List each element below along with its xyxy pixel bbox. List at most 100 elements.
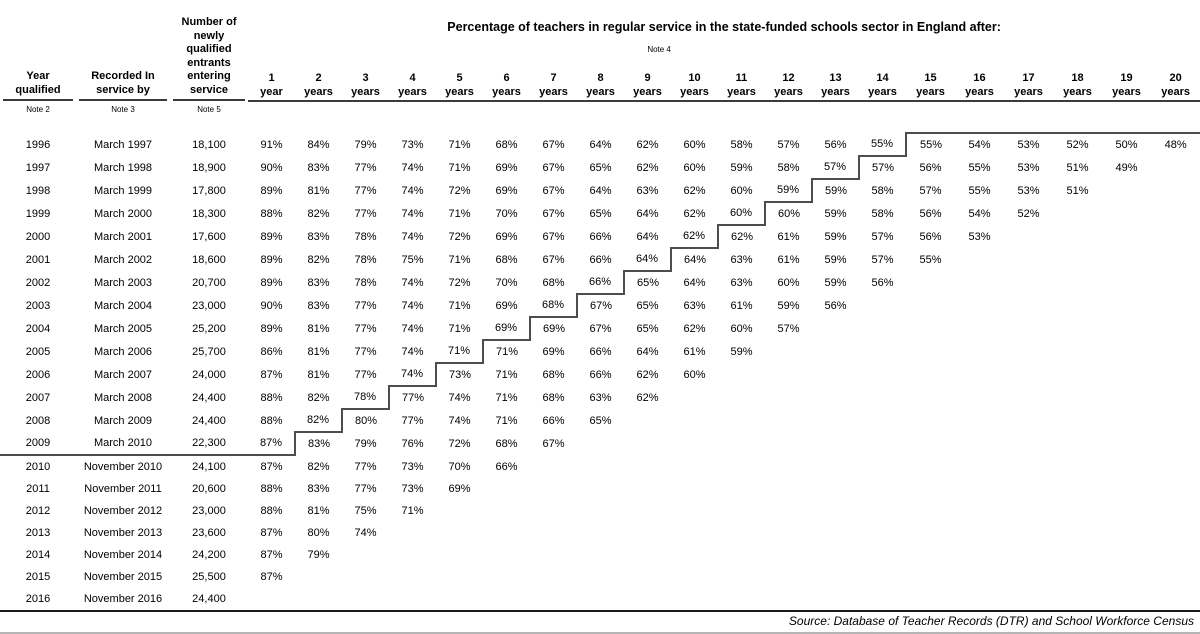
percentage-cell: 63% [730, 276, 753, 289]
percentage-cell [624, 432, 671, 455]
percentage-cell: 74% [354, 527, 377, 539]
column-header-5-years: 5 years [436, 55, 483, 102]
percentage-cell: 53% [1017, 161, 1040, 174]
recorded-in-service-cell: March 1997 [93, 138, 153, 151]
percentage-cell [1053, 386, 1102, 409]
percentage-cell: 61% [777, 253, 800, 266]
percentage-cell: 68% [495, 253, 518, 266]
percentage-cell: 66% [589, 368, 612, 381]
percentage-cell [906, 294, 955, 317]
percentage-cell [1102, 455, 1151, 478]
percentage-cell: 77% [354, 161, 377, 174]
percentage-cell [718, 386, 765, 409]
percentage-cell: 69% [495, 184, 518, 197]
percentage-cell: 89% [260, 276, 283, 289]
percentage-cell: 56% [919, 207, 942, 220]
percentage-cell [1151, 225, 1200, 248]
percentage-cell: 71% [448, 207, 471, 220]
percentage-cell: 74% [400, 368, 424, 380]
percentage-cell [436, 500, 483, 522]
footer-bar: Source: Database of Teacher Records (DTR… [0, 612, 1200, 634]
percentage-cell: 78% [354, 230, 377, 243]
percentage-cell: 88% [260, 483, 283, 495]
percentage-cell [812, 363, 859, 386]
percentage-cell [671, 500, 718, 522]
percentage-cell [1151, 363, 1200, 386]
percentage-cell: 74% [401, 184, 424, 197]
percentage-cell: 77% [354, 345, 377, 358]
percentage-cell [812, 478, 859, 500]
percentage-cell: 88% [260, 391, 283, 404]
year-qualified-cell: 2001 [25, 253, 51, 266]
percentage-cell: 60% [764, 201, 812, 225]
percentage-cell [389, 588, 436, 611]
percentage-cell: 89% [260, 230, 283, 243]
percentage-cell: 73% [401, 460, 424, 473]
percentage-cell [1004, 522, 1053, 544]
percentage-cell: 74% [401, 276, 424, 289]
percentage-cell [1151, 179, 1200, 202]
percentage-cell: 66% [495, 460, 518, 473]
year-qualified-cell: 2003 [25, 299, 51, 312]
percentage-cell [577, 544, 624, 566]
percentage-cell [1151, 455, 1200, 478]
percentage-cell [718, 522, 765, 544]
percentage-cell [812, 340, 859, 363]
recorded-in-service-cell: November 2014 [83, 549, 163, 561]
entrants-count-cell: 23,000 [192, 299, 226, 312]
table-row-1997: 1997 March 1998 18,900 90% 83% 77% 74% 71% 69% 67… [0, 155, 1200, 179]
percentage-cell [1102, 386, 1151, 409]
percentage-cell [955, 478, 1004, 500]
percentage-cell [1004, 544, 1053, 566]
percentage-cell [812, 317, 859, 340]
note-2: Note 2 [26, 105, 50, 114]
percentage-cell: 68% [495, 138, 518, 151]
header-row-title: Year qualified Recorded In service by Nu… [0, 0, 1200, 101]
percentage-cell [812, 409, 859, 432]
percentage-cell [812, 588, 859, 611]
percentage-cell [718, 588, 765, 611]
percentage-cell: 87% [260, 527, 283, 539]
percentage-cell: 71% [482, 339, 530, 363]
percentage-cell [859, 566, 906, 588]
percentage-cell [1102, 294, 1151, 317]
year-qualified-cell: 2010 [0, 454, 76, 478]
year-qualified-cell: 2008 [25, 414, 51, 427]
percentage-cell [483, 522, 530, 544]
title-cell: Percentage of teachers in regular servic… [248, 0, 1200, 37]
service-year-header-row: 1 year 2 years 3 years 4 years 5 years 6 years 7 year… [0, 55, 1200, 102]
percentage-cell [906, 340, 955, 363]
percentage-cell: 66% [589, 253, 612, 266]
percentage-cell: 67% [589, 322, 612, 335]
percentage-cell: 49% [1115, 161, 1138, 174]
percentage-cell [906, 432, 955, 455]
percentage-cell [1004, 500, 1053, 522]
percentage-cell: 74% [401, 161, 424, 174]
percentage-cell: 69% [495, 161, 518, 174]
percentage-cell: 59% [777, 299, 800, 312]
percentage-cell: 63% [636, 184, 659, 197]
table-row-1999: 1999 March 2000 18,300 88% 82% 77% 74% 71% 70% 67… [0, 201, 1200, 225]
percentage-cell: 56% [824, 299, 847, 312]
percentage-cell [718, 478, 765, 500]
percentage-cell: 82% [306, 414, 330, 426]
percentage-cell [812, 522, 859, 544]
column-header-entrants: Number of newly qualified entrants enter… [170, 0, 248, 101]
percentage-cell: 80% [307, 527, 330, 539]
percentage-cell: 74% [401, 207, 424, 220]
percentage-cell: 68% [542, 391, 565, 404]
entrants-count-cell: 17,600 [192, 230, 226, 243]
percentage-cell [1151, 432, 1200, 455]
percentage-cell [718, 544, 765, 566]
percentage-cell: 81% [307, 184, 330, 197]
percentage-cell [718, 432, 765, 455]
percentage-cell: 58% [777, 161, 800, 174]
percentage-cell [1053, 363, 1102, 386]
percentage-cell [389, 544, 436, 566]
percentage-cell [859, 317, 906, 340]
percentage-cell [483, 500, 530, 522]
percentage-cell: 67% [542, 184, 565, 197]
table-row-2003: 2003 March 2004 23,000 90% 83% 77% 74% 71% 69% 68… [0, 293, 1200, 317]
percentage-cell [1151, 202, 1200, 225]
percentage-cell [812, 500, 859, 522]
